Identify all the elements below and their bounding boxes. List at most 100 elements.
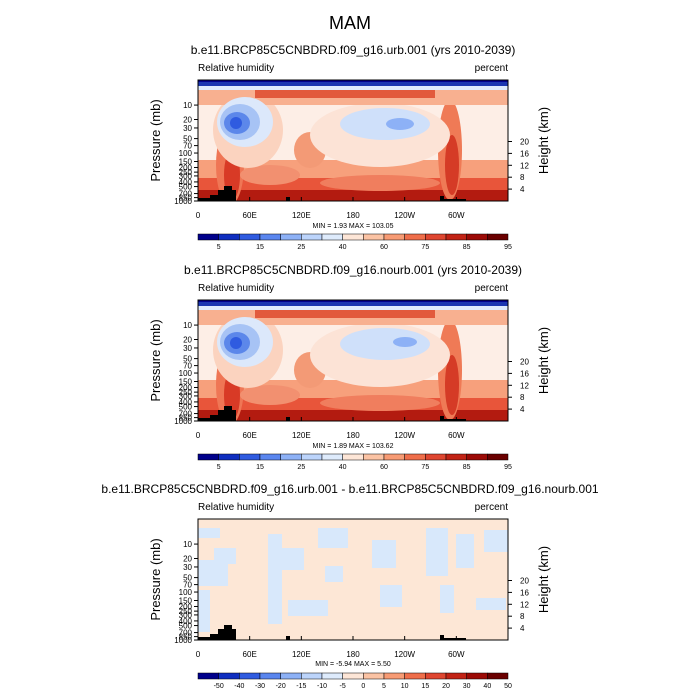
colorbar-swatch: [342, 672, 364, 680]
colorbar-swatch: [404, 233, 426, 241]
x-tick-label: 60E: [243, 211, 257, 220]
colorbar-label: 60: [380, 464, 388, 471]
y-tick-label: 100: [179, 369, 193, 378]
x-tick-label: 0: [196, 211, 201, 220]
right-label: percent: [475, 63, 509, 74]
y-tick-label: 400: [179, 617, 193, 626]
colorbar-swatch: [363, 233, 385, 241]
colorbar-label: 75: [421, 244, 429, 251]
colorbar-label: -20: [276, 683, 286, 690]
y-tick-label: 50: [183, 355, 192, 364]
y-tick-label: 250: [179, 388, 193, 397]
colorbar-swatch: [259, 672, 281, 680]
colorbar-label: 75: [421, 464, 429, 471]
colorbar-label: 30: [463, 683, 471, 690]
colorbar-label: 95: [504, 464, 512, 471]
y-tick-label: 1000: [174, 197, 192, 206]
y-tick-label: 250: [179, 607, 193, 616]
panel-title: b.e11.BRCP85C5CNBDRD.f09_g16.urb.001 (yr…: [191, 43, 516, 57]
colorbar-swatch: [259, 453, 281, 461]
rh-field: [198, 80, 508, 201]
x-tick-label: 60W: [448, 650, 465, 659]
y-tick-label: 100: [179, 149, 193, 158]
colorbar-swatch: [383, 453, 405, 461]
y-tick-label: 200: [179, 163, 193, 172]
y2-tick-label: 16: [520, 149, 529, 158]
colorbar-swatch: [466, 233, 488, 241]
colorbar-swatch: [321, 233, 343, 241]
y2-tick-label: 12: [520, 600, 529, 609]
y-axis-label: Pressure (mb): [148, 538, 163, 620]
colorbar-label: 5: [382, 683, 386, 690]
colorbar-label: 85: [463, 464, 471, 471]
x-tick-label: 180: [346, 211, 360, 220]
left-label: Relative humidity: [198, 63, 274, 74]
y-tick-label: 1000: [174, 417, 192, 426]
colorbar-swatch: [197, 453, 219, 461]
colorbar-swatch: [239, 453, 261, 461]
panel-title: b.e11.BRCP85C5CNBDRD.f09_g16.nourb.001 (…: [184, 263, 522, 277]
colorbar-swatch: [280, 233, 302, 241]
y-tick-label: 10: [183, 540, 192, 549]
y-tick-label: 300: [179, 392, 193, 401]
y-tick-label: 50: [183, 574, 192, 583]
colorbar-label: -30: [255, 683, 265, 690]
colorbar-label: -15: [296, 683, 306, 690]
y2-tick-label: 12: [520, 161, 529, 170]
colorbar-label: 20: [442, 683, 450, 690]
min-max-label: MIN = 1.89 MAX = 103.62: [313, 443, 394, 450]
y2-tick-label: 20: [520, 137, 529, 146]
y-tick-label: 150: [179, 157, 193, 166]
y-tick-label: 700: [179, 629, 193, 638]
y-tick-label: 300: [179, 172, 193, 181]
colorbar: 5 15 25 40 60 75 85 95: [197, 233, 512, 251]
colorbar-swatch: [425, 453, 447, 461]
y-tick-label: 10: [183, 321, 192, 330]
colorbar-swatch: [301, 233, 323, 241]
colorbar-swatch: [404, 453, 426, 461]
y2-axis-label: Height (km): [536, 107, 551, 174]
y2-tick-label: 4: [520, 624, 525, 633]
y-tick-label: 150: [179, 596, 193, 605]
y-tick-label: 500: [179, 183, 193, 192]
y-tick-label: 70: [183, 142, 192, 151]
x-tick-label: 120W: [394, 431, 415, 440]
y-tick-label: 200: [179, 602, 193, 611]
x-tick-label: 120W: [394, 211, 415, 220]
y-tick-label: 70: [183, 362, 192, 371]
y2-tick-label: 8: [520, 612, 525, 621]
y2-axis-label: Height (km): [536, 327, 551, 394]
y-tick-label: 1000: [174, 636, 192, 645]
colorbar-swatch: [487, 233, 509, 241]
y-tick-label: 150: [179, 377, 193, 386]
y-axis-label: Pressure (mb): [148, 319, 163, 401]
y-tick-label: 30: [183, 124, 192, 133]
colorbar-label: 0: [361, 683, 365, 690]
colorbar-label: 25: [297, 244, 305, 251]
y-tick-label: 700: [179, 190, 193, 199]
figure-title: MAM: [329, 13, 371, 33]
panel-title: b.e11.BRCP85C5CNBDRD.f09_g16.urb.001 - b…: [101, 482, 598, 496]
colorbar-label: -50: [214, 683, 224, 690]
panel-nourb: b.e11.BRCP85C5CNBDRD.f09_g16.nourb.001 (…: [148, 263, 551, 471]
colorbar-swatch: [280, 453, 302, 461]
right-label: percent: [475, 502, 509, 513]
colorbar-label: 50: [504, 683, 512, 690]
colorbar-label: -5: [340, 683, 346, 690]
x-tick-label: 120W: [394, 650, 415, 659]
y-tick-label: 250: [179, 168, 193, 177]
colorbar-swatch: [445, 672, 467, 680]
colorbar-label: 40: [339, 464, 347, 471]
difference-field: [198, 528, 508, 632]
x-tick-label: 60W: [448, 211, 465, 220]
y-tick-label: 30: [183, 563, 192, 572]
colorbar-label: 15: [421, 683, 429, 690]
topography: [198, 625, 466, 640]
y-tick-label: 20: [183, 336, 192, 345]
colorbar: 5 15 25 40 60 75 85 95: [197, 453, 512, 471]
x-tick-label: 60E: [243, 650, 257, 659]
y-tick-label: 200: [179, 383, 193, 392]
y-tick-label: 400: [179, 398, 193, 407]
y2-tick-label: 8: [520, 173, 525, 182]
